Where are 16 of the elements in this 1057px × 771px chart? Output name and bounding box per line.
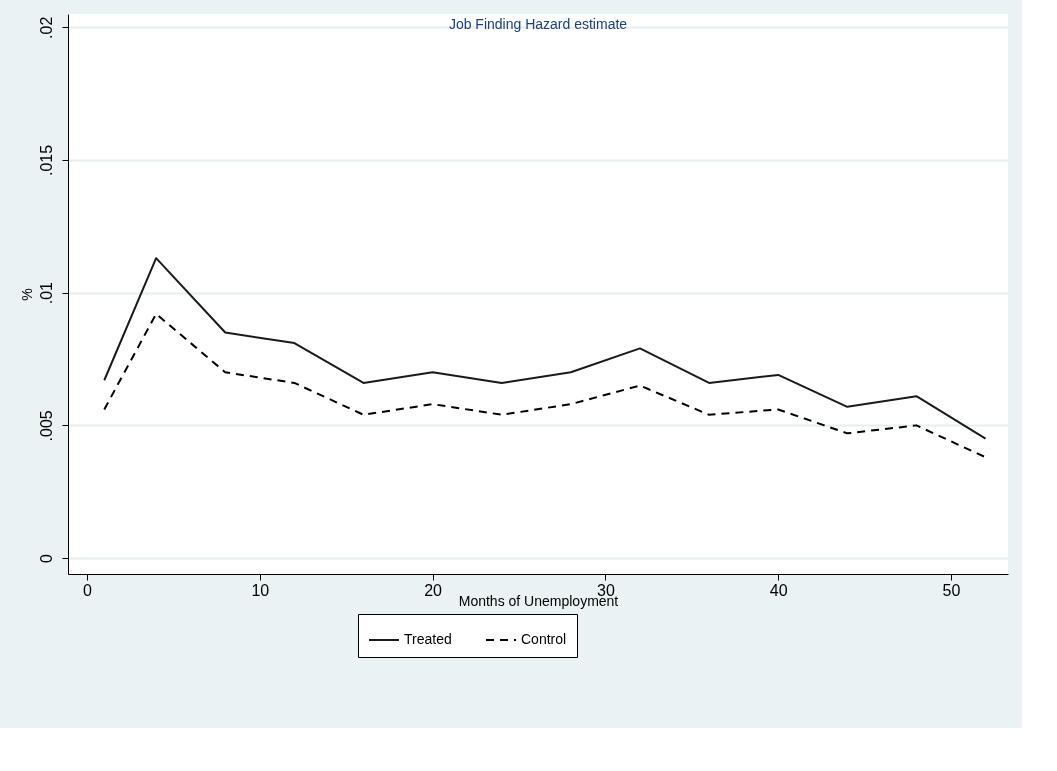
line-series	[103, 312, 987, 459]
y-tick-label: .005	[37, 410, 55, 442]
y-tick-label: .01	[37, 281, 55, 305]
line-series	[103, 257, 987, 440]
y-axis-title: %	[18, 288, 35, 301]
y-tick-label: 0	[37, 554, 55, 564]
y-tick-label: .015	[37, 144, 55, 177]
legend-label: Treated	[404, 631, 452, 647]
legend-label: Control	[521, 631, 567, 647]
x-tick-label: 20	[424, 581, 443, 599]
chart-title: Job Finding Hazard estimate	[448, 16, 628, 32]
y-tick-label: .02	[37, 16, 55, 39]
x-tick-label: 40	[769, 581, 788, 599]
x-tick-label: 50	[942, 581, 961, 599]
x-tick-label: 0	[83, 581, 93, 599]
x-tick-label: 10	[251, 581, 270, 599]
